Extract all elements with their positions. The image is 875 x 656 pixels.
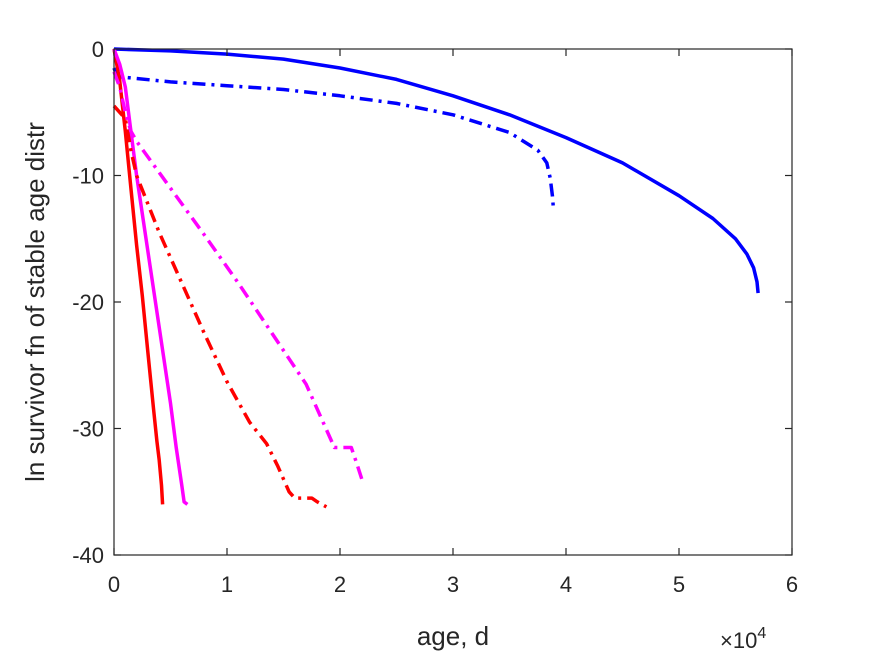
x-tick-label: 5 [673, 572, 685, 597]
ticks-layer: 0 1 2 3 4 5 6 0 -10 -20 -30 -40 [72, 37, 798, 597]
x-tick-label: 0 [108, 572, 120, 597]
y-tick-label: 0 [92, 37, 104, 62]
plot-background [114, 49, 792, 555]
y-tick-label: -10 [72, 164, 104, 189]
y-tick-label: -40 [72, 543, 104, 568]
x-tick-label: 4 [560, 572, 572, 597]
series-line-6 [112, 71, 365, 483]
x-multiplier-label: ×104 [720, 625, 766, 653]
y-tick-label: -30 [72, 417, 104, 442]
x-tick-label: 2 [334, 572, 346, 597]
series-layer [112, 47, 760, 509]
y-axis-label: ln survivor fn of stable age distr [20, 122, 50, 482]
series-line-2 [112, 67, 556, 212]
x-tick-label: 1 [221, 572, 233, 597]
x-axis-label: age, d [417, 621, 489, 651]
x-tick-label: 6 [786, 572, 798, 597]
x-multiplier-exponent: 4 [757, 625, 766, 642]
x-multiplier-base: ×10 [720, 628, 757, 653]
x-tick-label: 3 [447, 572, 459, 597]
series-line-4 [112, 48, 189, 506]
y-tick-label: -20 [72, 290, 104, 315]
series-line-1 [113, 47, 760, 294]
